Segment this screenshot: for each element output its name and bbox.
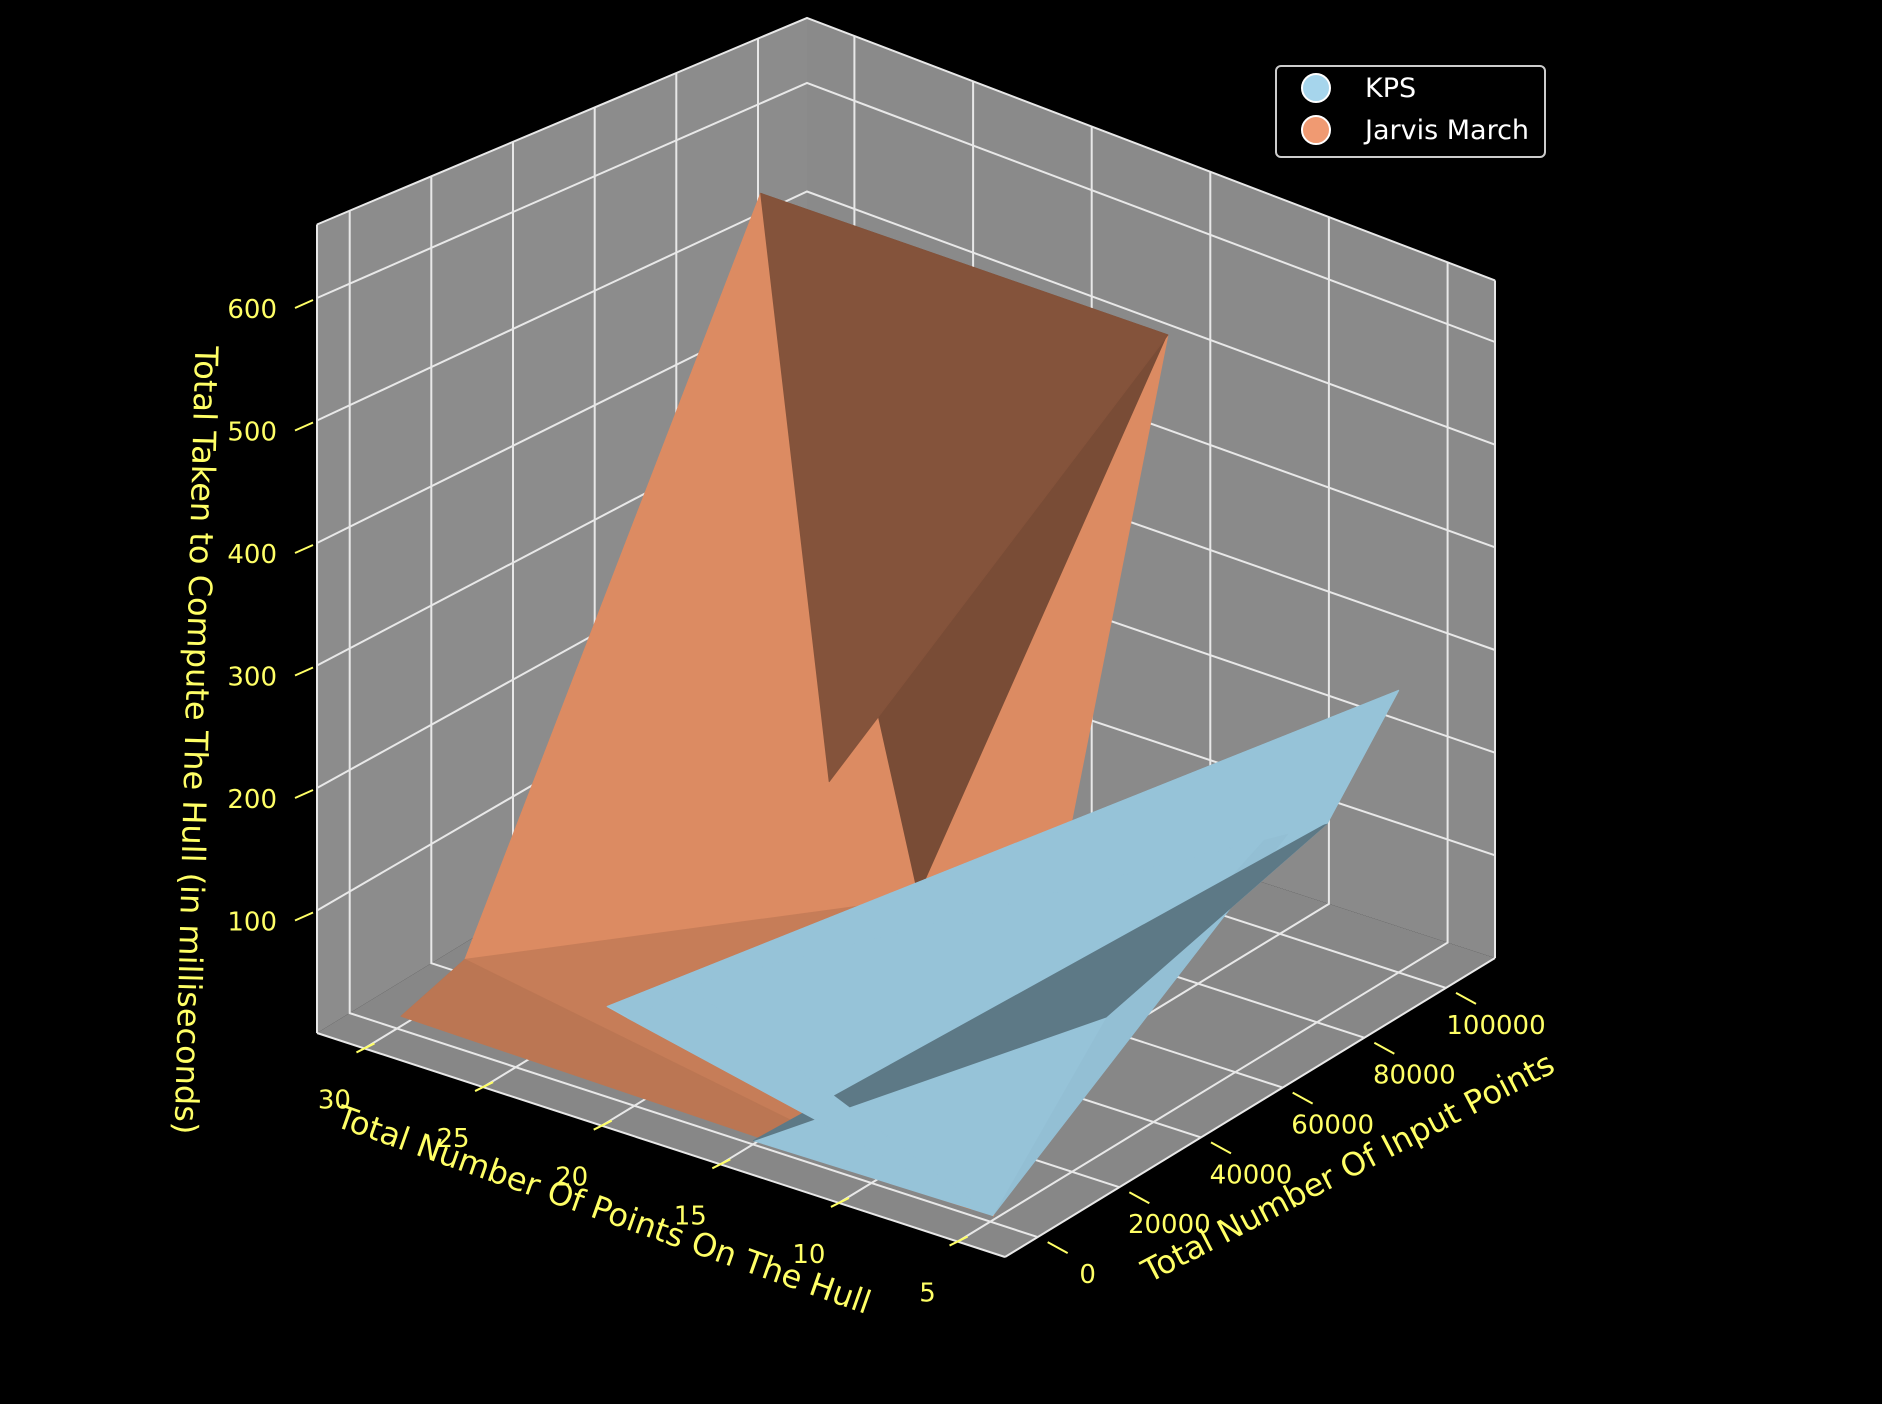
legend-frame [1275,65,1546,158]
x-tick-label-3: 20 [555,1163,588,1193]
z-tick-label-3: 400 [227,540,277,570]
pane-top-edge [316,16,1496,282]
z-tick-mark-3 [294,544,314,554]
z-tick-mark-1 [294,789,314,799]
y-tick-label-1: 20000 [1128,1210,1211,1240]
x-tick-mark-2 [711,1158,731,1170]
x-tick-mark-0 [949,1235,968,1247]
surface-kps [606,689,1400,1216]
y-tick-label-0: 0 [1079,1260,1096,1290]
z-tick-label-1: 200 [227,785,277,815]
legend-marker-kps [1301,73,1331,103]
x-tick-labels: 5 10 15 20 25 30 [318,1085,936,1308]
x-tick-label-4: 25 [437,1124,470,1154]
surface-jarvis-march-facet-7 [760,192,1169,783]
surface-kps-facet-5 [752,822,1328,1142]
surface-kps-facet-6 [627,989,994,1216]
grid-line-z-5 [316,81,1496,343]
x-tick-mark-5 [356,1042,375,1054]
z-tick-mark-0 [294,911,314,922]
x-tick-mark-3 [593,1119,613,1131]
surface-kps-facet-7 [606,689,1400,1007]
legend-label-jarvis-march: Jarvis March [1363,115,1529,146]
y-tick-label-3: 60000 [1291,1111,1374,1141]
x-axis-line [316,1032,1006,1258]
z-tick-label-2: 300 [227,663,277,693]
y-tick-mark-5 [1455,992,1477,1005]
surfaces [400,192,1400,1217]
x-tick-label-5: 30 [318,1085,351,1115]
tick-marks [294,299,1477,1254]
legend: KPS Jarvis March [1275,65,1546,158]
z-tick-mark-2 [294,666,314,677]
y-tick-label-2: 40000 [1210,1160,1293,1190]
z-tick-label-0: 100 [227,908,277,938]
y-tick-mark-1 [1128,1191,1150,1205]
z-tick-label-5: 600 [227,295,277,325]
y-tick-label-4: 80000 [1373,1061,1456,1091]
z-tick-labels: 100 200 300 400 500 600 [227,295,277,938]
legend-label-kps: KPS [1365,73,1416,104]
z-tick-mark-5 [294,299,314,309]
x-tick-label-2: 15 [674,1201,707,1231]
y-tick-label-5: 100000 [1446,1011,1545,1041]
z-tick-label-4: 500 [227,418,277,448]
y-tick-mark-0 [1047,1241,1069,1254]
y-tick-mark-2 [1210,1141,1232,1155]
grid-line-y-0 [348,210,1039,1239]
x-tick-label-0: 5 [919,1279,936,1309]
grid-line-x-0 [957,262,1449,1243]
y-tick-labels: 0 20000 40000 60000 80000 100000 [1079,1011,1545,1290]
y-axis-line [1004,957,1496,1258]
z-tick-mark-4 [294,421,314,432]
legend-marker-jarvis-march [1301,115,1331,145]
x-tick-label-1: 10 [792,1240,825,1270]
x-tick-mark-1 [830,1197,850,1208]
legend-entry-jarvis-march: Jarvis March [1301,115,1529,146]
grid-line-z-4 [316,190,1496,446]
y-tick-mark-4 [1373,1041,1395,1055]
x-tick-mark-4 [474,1081,494,1092]
legend-entry-kps: KPS [1301,73,1416,104]
y-tick-mark-3 [1292,1091,1314,1105]
